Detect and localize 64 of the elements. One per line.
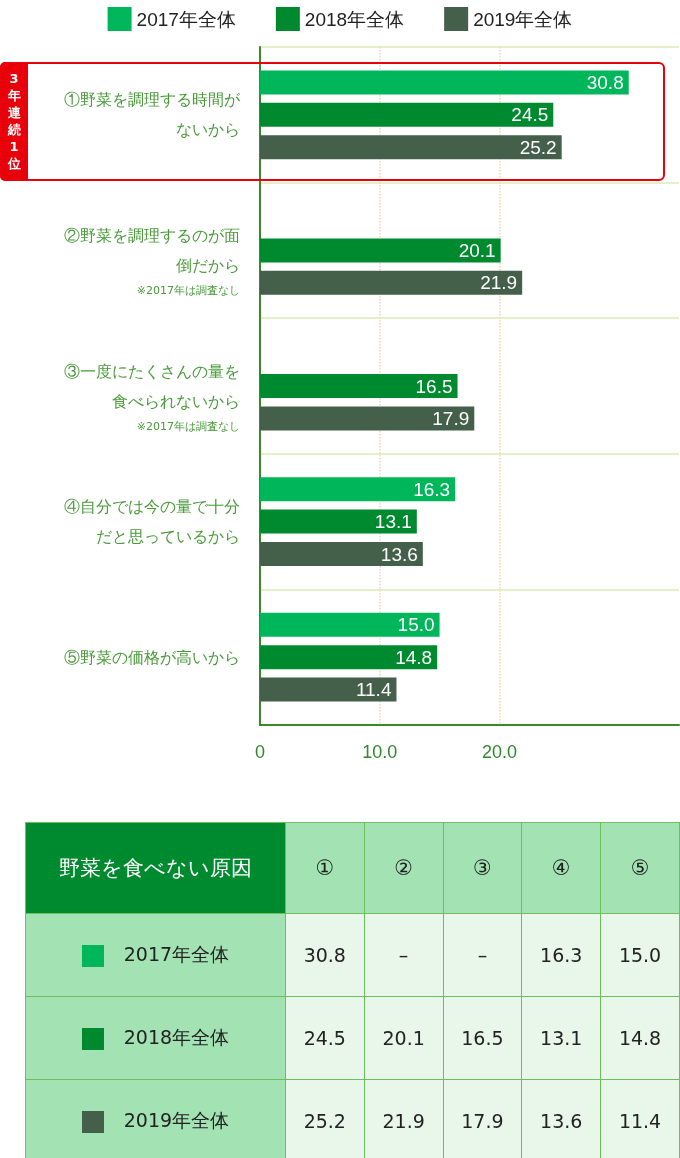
text: 25.2 [303, 1110, 346, 1132]
bar [260, 542, 423, 566]
data-label: 13.6 [380, 543, 418, 565]
data-label: 20.1 [458, 239, 496, 261]
legend-label: 2018年全体 [304, 8, 405, 30]
legend-label: 2017年全体 [136, 8, 236, 30]
data-label: 16.3 [413, 478, 451, 500]
bar [260, 238, 501, 263]
text: 17.9 [461, 1110, 504, 1132]
y-tick-label: ②野菜を調理するのが面倒だから [64, 226, 240, 274]
text: – [477, 944, 488, 966]
data-label: 16.5 [415, 375, 453, 397]
data-label: 14.8 [395, 646, 433, 668]
text: 2019年全体 [123, 1109, 230, 1131]
bar [260, 102, 554, 127]
x-tick-label: 10.0 [362, 742, 398, 762]
text: 20.1 [382, 1027, 425, 1049]
legend-label: 2019年全体 [473, 8, 573, 30]
data-label: 17.9 [432, 407, 470, 429]
data-label: 24.5 [511, 104, 549, 126]
y-tick-label: ③一度にたくさんの量を食べられないから [64, 362, 240, 410]
bar [260, 406, 475, 431]
text: 3年連続1位 [7, 70, 21, 173]
x-tick-label: 20.0 [481, 742, 517, 762]
bar [260, 270, 523, 295]
bar [260, 374, 458, 398]
text: 16.3 [540, 944, 583, 966]
y-tick-label: ⑤野菜の価格が高いから [64, 648, 240, 666]
bar [260, 645, 438, 670]
bar [260, 677, 397, 702]
data-label: 30.8 [586, 71, 624, 93]
y-tick-label: ①野菜を調理する時間がないから [64, 91, 241, 139]
data-label: 13.1 [374, 511, 412, 533]
data-label: 25.2 [519, 136, 557, 158]
text: 野菜を食べない原因 [25, 822, 286, 914]
text: 13.1 [540, 1027, 583, 1049]
bar [260, 70, 629, 95]
text: 14.8 [618, 1027, 662, 1049]
bar [260, 612, 440, 637]
text: – [364, 913, 444, 997]
text: 21.9 [382, 1110, 425, 1132]
data-label: 11.4 [355, 679, 392, 701]
text: 11.4 [618, 1110, 662, 1132]
text: ③ [443, 822, 522, 914]
bar [260, 509, 417, 534]
y-tick-label: ④自分では今の量で十分だと思っているから [64, 498, 240, 546]
text: ② [364, 822, 444, 914]
text: ⑤ [600, 822, 680, 914]
text: 30.8 [303, 944, 346, 966]
text: ※2017年は調査なし [136, 283, 240, 299]
data-label: 15.0 [397, 614, 435, 636]
x-tick-label: 0 [254, 742, 266, 762]
text: ※2017年は調査なし [136, 419, 240, 434]
text: 2017年全体 [123, 943, 230, 965]
text: 24.5 [303, 1027, 346, 1049]
text: 15.0 [618, 944, 662, 966]
data-label: 21.9 [480, 272, 518, 294]
text: ① [285, 822, 365, 914]
text: 16.5 [461, 1027, 504, 1049]
text: 13.6 [540, 1110, 583, 1132]
text: 2018年全体 [123, 1026, 230, 1048]
bar [260, 135, 562, 160]
text: ④ [521, 822, 601, 914]
bar [260, 477, 456, 502]
